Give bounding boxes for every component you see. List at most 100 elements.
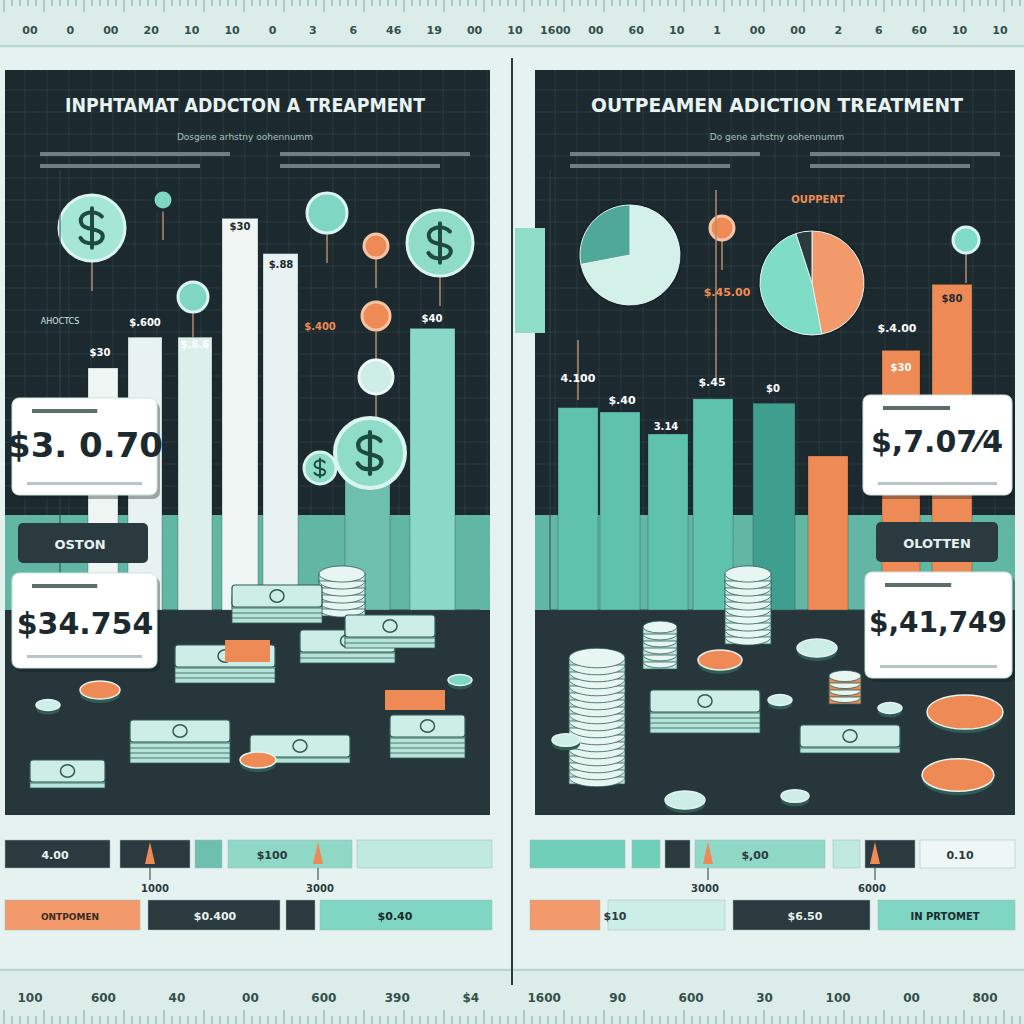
ruler-tick <box>788 0 789 6</box>
ruler-tick <box>868 1016 869 1024</box>
ruler-tick <box>268 1016 269 1024</box>
ruler-tick <box>716 1016 717 1024</box>
strip-segment <box>120 840 190 868</box>
coin-icon <box>178 282 208 312</box>
ruler-tick <box>100 0 101 6</box>
ruler-tick <box>692 1016 693 1024</box>
panel <box>535 70 1015 815</box>
ruler-tick <box>68 1016 69 1024</box>
ruler-tick <box>396 0 397 6</box>
ruler-tick <box>932 0 933 6</box>
marker-stem <box>708 868 709 880</box>
ruler-tick <box>292 1016 293 1024</box>
ruler-tick <box>988 0 989 6</box>
fine-print <box>40 164 200 168</box>
strip-segment <box>695 840 825 868</box>
ruler-tick <box>804 0 805 12</box>
ruler-tick <box>916 0 917 6</box>
ruler-tick <box>172 0 173 6</box>
ruler-tick <box>324 1010 325 1024</box>
label: 10 <box>669 24 685 37</box>
ruler-tick <box>404 0 405 12</box>
fine-print <box>570 164 730 168</box>
stem <box>375 258 377 288</box>
coin <box>80 681 120 699</box>
ruler-tick <box>628 1016 629 1024</box>
ruler-tick <box>188 0 189 6</box>
bill-band <box>225 640 270 662</box>
ruler-tick <box>428 0 429 6</box>
fine-print <box>880 665 997 668</box>
ruler-tick <box>60 1016 61 1024</box>
ruler-tick <box>924 0 925 12</box>
ruler-tick <box>412 0 413 6</box>
strip-segment <box>530 840 625 868</box>
ruler-tick <box>28 1016 29 1024</box>
ruler-tick <box>212 1016 213 1024</box>
ruler-tick <box>116 0 117 6</box>
pie-shadow <box>578 203 682 307</box>
strip-segment <box>530 900 600 930</box>
label: 60 <box>629 24 645 37</box>
ruler-tick <box>92 1016 93 1024</box>
ruler-tick <box>892 0 893 6</box>
ruler-tick <box>44 0 45 12</box>
strip-segment <box>878 900 1015 930</box>
ruler-tick <box>300 0 301 6</box>
bill-mark <box>420 720 434 732</box>
ruler-tick <box>748 1016 749 1024</box>
ruler-tick <box>420 1016 421 1024</box>
ruler-tick <box>180 1016 181 1024</box>
annotation: $,7.07⁄4 <box>871 424 1003 459</box>
ruler-tick <box>940 0 941 6</box>
annotation: $.88 <box>269 259 294 270</box>
dollar-icon <box>428 223 450 263</box>
strip-segment <box>632 840 660 868</box>
ruler-tick <box>668 0 669 6</box>
label: $4 <box>462 991 479 1005</box>
ruler-tick <box>500 0 501 6</box>
bill <box>800 725 900 747</box>
ruler-tick <box>348 0 349 6</box>
ruler-tick <box>492 0 493 6</box>
ruler-tick <box>772 0 773 6</box>
fine-print <box>32 409 97 413</box>
label: 00 <box>22 24 38 37</box>
ruler-tick <box>388 0 389 6</box>
label: 00 <box>750 24 766 37</box>
label: 10 <box>224 24 240 37</box>
stem <box>326 233 328 263</box>
label: 1600 <box>540 24 571 37</box>
ruler-tick <box>244 1010 245 1024</box>
divider <box>511 58 513 985</box>
ruler-tick <box>836 1016 837 1024</box>
ruler-tick <box>292 0 293 6</box>
label: 19 <box>427 24 442 37</box>
strip-segment <box>228 840 352 868</box>
annotation: OSTON <box>54 537 105 552</box>
coin <box>240 752 276 768</box>
annotation: 1000 <box>141 883 169 894</box>
ruler-tick <box>52 0 53 6</box>
ruler-tick <box>404 1010 405 1024</box>
ruler-tick <box>852 0 853 6</box>
ruler-tick <box>644 0 645 12</box>
label: 0 <box>67 24 75 37</box>
bg-grid <box>535 90 1015 91</box>
bill <box>650 690 760 712</box>
strip-segment <box>5 900 140 930</box>
annotation: $.40 <box>608 394 635 407</box>
ruler-tick <box>244 0 245 12</box>
coin <box>878 703 902 714</box>
ruler-tick <box>548 1016 549 1024</box>
annotation: 4.00 <box>41 849 68 862</box>
bar <box>410 328 455 610</box>
ruler-tick <box>892 1016 893 1024</box>
ruler-tick <box>252 0 253 6</box>
ruler-tick <box>372 1016 373 1024</box>
ruler-tick <box>4 1010 5 1024</box>
label: 30 <box>756 991 773 1005</box>
ruler-tick <box>476 1016 477 1024</box>
strip-segment <box>148 900 280 930</box>
coin-icon <box>710 216 734 240</box>
